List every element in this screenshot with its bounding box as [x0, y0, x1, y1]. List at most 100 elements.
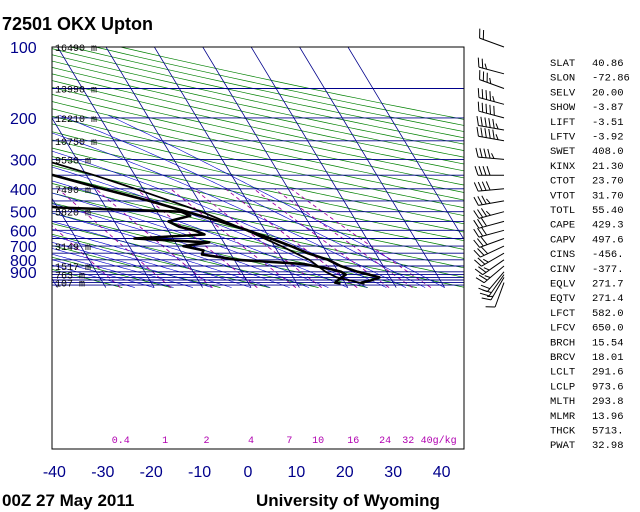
- height-label: 16490 m: [55, 44, 97, 55]
- isotherm-line: [347, 47, 464, 241]
- dry-adiabat-line: [52, 192, 464, 288]
- dry-adiabat-line: [52, 212, 368, 288]
- wind-barb: [473, 236, 505, 248]
- mixing-ratio-label: 24: [379, 436, 391, 447]
- index-value: 973.6: [592, 381, 624, 393]
- index-value: 5713.: [592, 426, 624, 438]
- index-value: 23.70: [592, 176, 624, 188]
- index-value: -3.87: [592, 102, 624, 114]
- wind-barb: [476, 126, 505, 142]
- index-name: CAPV: [550, 234, 576, 246]
- dry-adiabat-line: [52, 67, 464, 158]
- temperature-tick-label: -30: [91, 464, 114, 481]
- isotherm-line: [57, 47, 203, 288]
- index-name: TOTL: [550, 205, 575, 217]
- index-value: -3.51: [592, 117, 624, 129]
- index-name: LIFT: [550, 117, 575, 129]
- moist-adiabat-line: [52, 248, 193, 288]
- dry-adiabat-line: [52, 108, 464, 201]
- dry-adiabat-line: [52, 268, 123, 288]
- index-value: 293.8: [592, 396, 624, 408]
- dry-adiabat-line: [52, 73, 464, 165]
- index-value: 582.0: [592, 308, 624, 320]
- index-value: 20.00: [592, 87, 624, 99]
- index-value: 32.98: [592, 440, 624, 452]
- dry-adiabat-line: [52, 256, 172, 288]
- index-name: LFCT: [550, 308, 575, 320]
- index-value: -456.: [592, 249, 624, 261]
- index-value: -72.86: [592, 73, 630, 85]
- pressure-tick-label: 600: [10, 223, 37, 240]
- moist-adiabat-line: [52, 150, 387, 288]
- dry-adiabat-line: [52, 80, 464, 172]
- dry-adiabat-line: [52, 223, 319, 288]
- mixing-ratio-lines: [52, 188, 432, 288]
- dry-adiabat-line: [52, 60, 464, 151]
- mixing-ratio-label: 4: [248, 436, 254, 447]
- pressure-tick-label: 300: [10, 152, 37, 169]
- wind-barb: [477, 101, 505, 119]
- index-value: 271.4: [592, 293, 624, 305]
- mixing-ratio-label: 10: [312, 436, 324, 447]
- moist-adiabat-line: [52, 166, 368, 288]
- sounding-profiles: [52, 161, 381, 285]
- dry-adiabat-line: [52, 139, 464, 233]
- height-label: 7490 m: [55, 186, 91, 197]
- index-name: MLMR: [550, 411, 576, 423]
- moist-adiabat-line: [108, 115, 445, 288]
- dry-adiabat-line: [52, 131, 464, 225]
- index-value: 21.30: [592, 161, 624, 173]
- pressure-tick-label: 700: [10, 239, 37, 256]
- plot-frame: [51, 46, 465, 450]
- mixing-ratio-label: 7: [286, 436, 292, 447]
- temperature-tick-label: 20: [336, 464, 354, 481]
- pressure-tick-label: 800: [10, 253, 37, 270]
- wind-barb: [475, 265, 505, 284]
- index-name: KINX: [550, 161, 576, 173]
- mixing-ratio-line: [135, 188, 258, 288]
- mixing-ratio-line: [253, 188, 390, 288]
- index-value: 497.6: [592, 234, 624, 246]
- series-temperature-line: [52, 173, 381, 285]
- wind-barb: [473, 226, 505, 238]
- height-label: 3149 m: [55, 243, 91, 254]
- isotherm-line: [0, 42, 9, 288]
- index-value: 15.54: [592, 337, 624, 349]
- valid-time: 00Z 27 May 2011: [2, 491, 134, 510]
- index-value: -377.: [592, 264, 624, 276]
- wind-barb: [477, 57, 505, 75]
- wind-barb: [475, 147, 505, 160]
- dry-adiabat-line: [52, 147, 464, 242]
- isotherm-line: [105, 47, 252, 288]
- wind-barb: [481, 277, 505, 301]
- temperature-tick-label: -20: [140, 464, 163, 481]
- wind-barb: [473, 245, 505, 258]
- index-value: 40.86: [592, 58, 624, 70]
- temperature-tick-labels: -40 -30 -20 -10 0 10 20 30 40: [43, 464, 451, 481]
- temperature-tick-label: -40: [43, 464, 66, 481]
- moist-adiabat-line: [52, 242, 213, 288]
- height-label: 763 m: [55, 272, 85, 283]
- source-label: University of Wyoming: [256, 491, 440, 510]
- wind-barbs: [473, 28, 505, 308]
- moist-adiabat-line: [52, 132, 407, 288]
- dry-adiabat-line: [52, 87, 464, 179]
- isotherm-line: [52, 117, 155, 288]
- moist-adiabat-line: [59, 115, 426, 288]
- height-label: 13990 m: [55, 86, 97, 97]
- index-value: 18.01: [592, 352, 624, 364]
- index-value: 271.7: [592, 279, 624, 291]
- mixing-ratio-line: [52, 225, 121, 288]
- index-value: 429.3: [592, 220, 624, 232]
- index-name: EQTV: [550, 293, 576, 305]
- index-name: EQLV: [550, 279, 576, 291]
- index-name: SWET: [550, 146, 575, 158]
- index-name: SLAT: [550, 58, 575, 70]
- wind-barb: [474, 259, 505, 276]
- index-name: CINV: [550, 264, 576, 276]
- height-label: 5820 m: [55, 209, 91, 220]
- moist-adiabat-line: [52, 235, 232, 288]
- index-name: SHOW: [550, 102, 576, 114]
